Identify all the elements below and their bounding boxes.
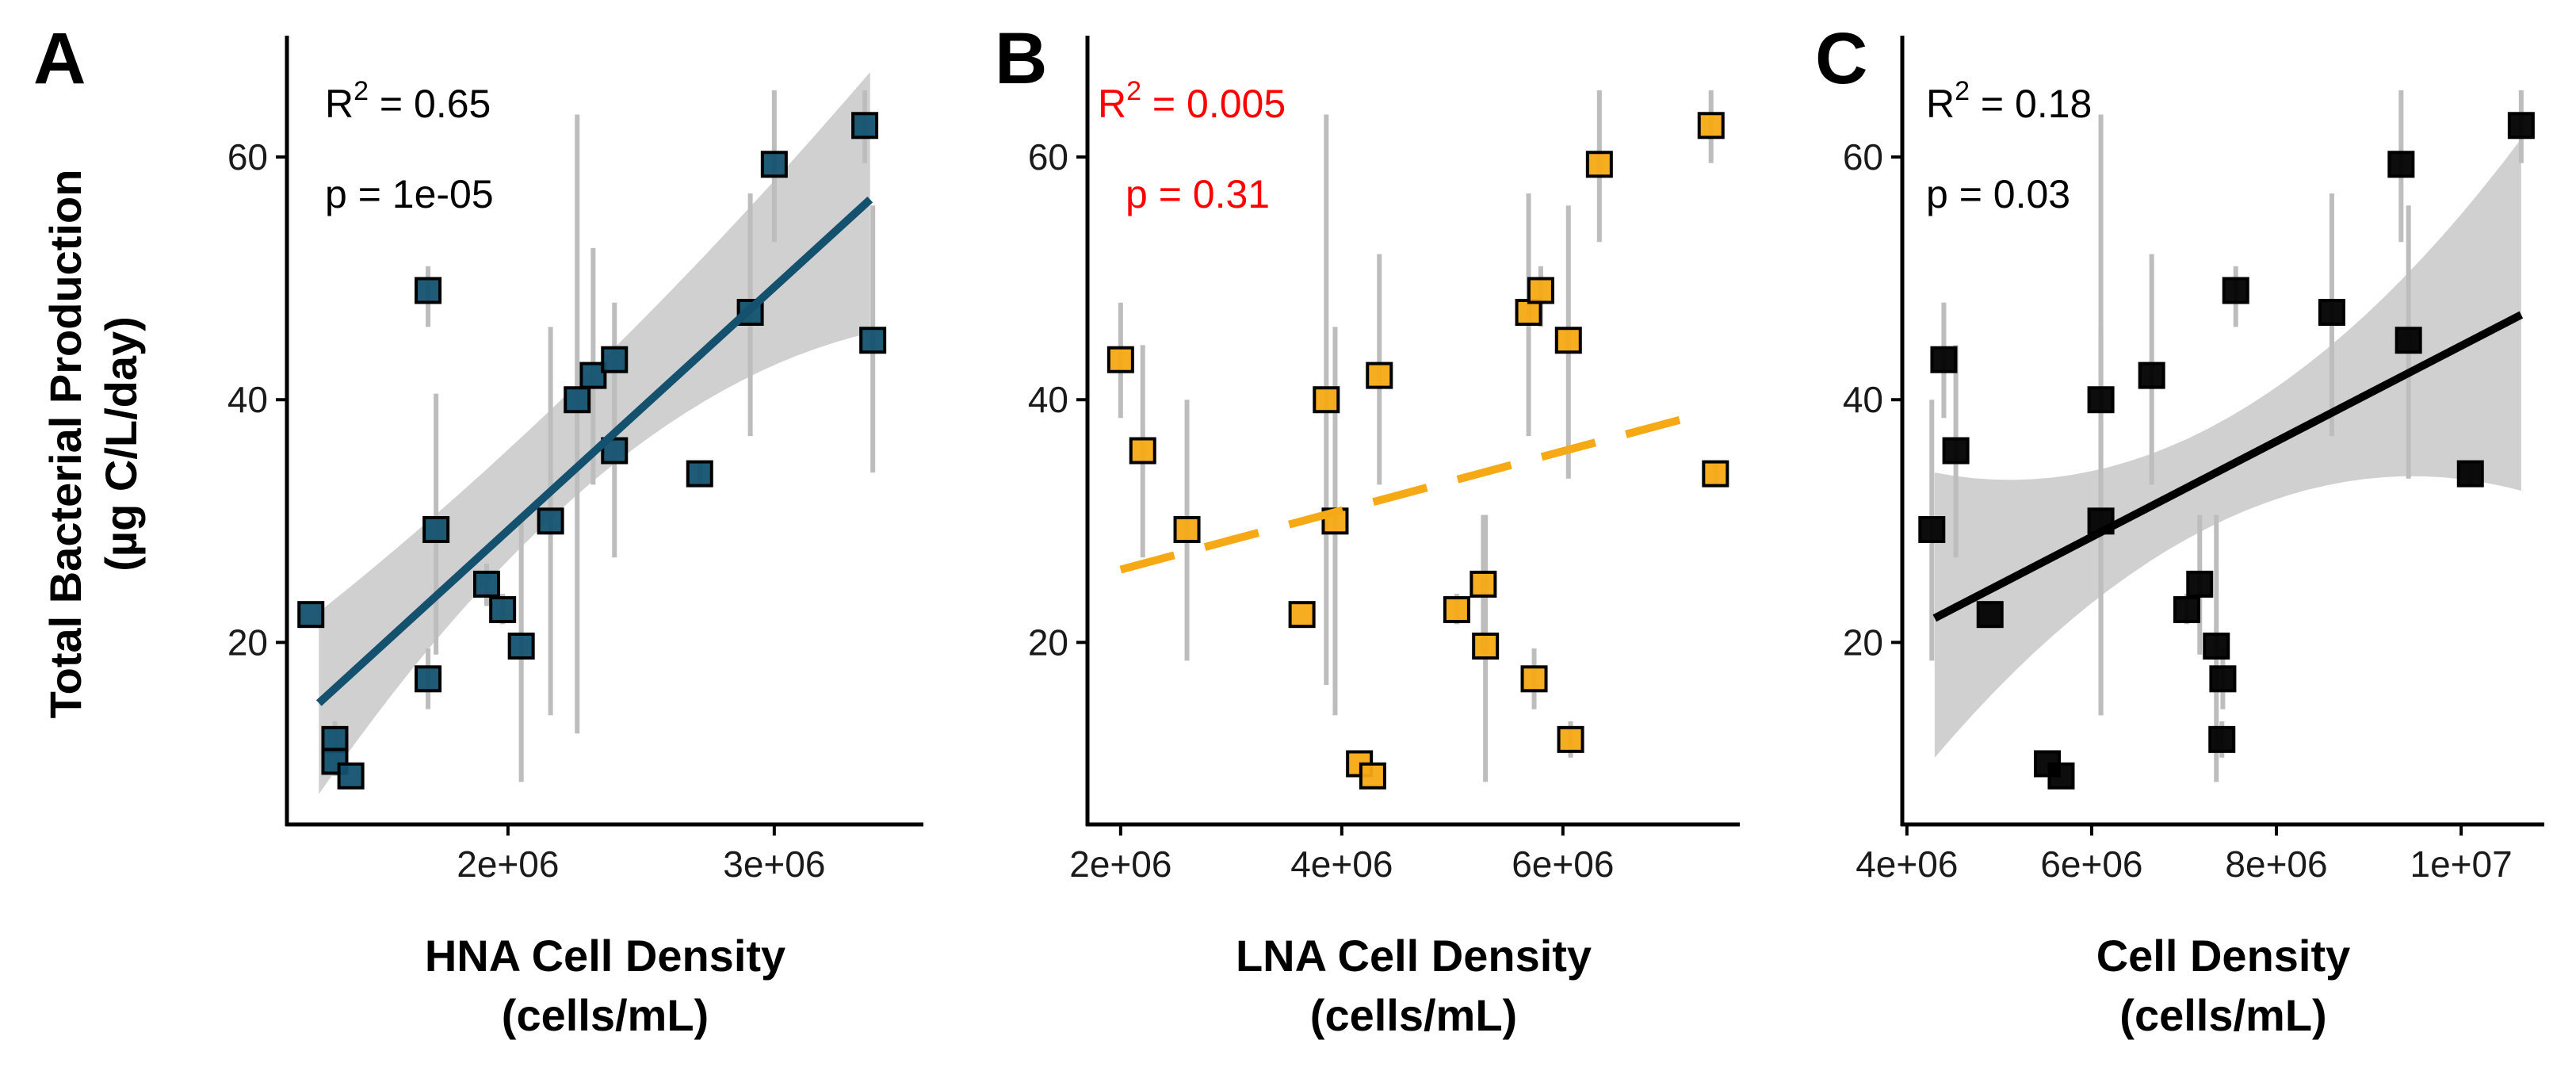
y-tick-label: 40 [1843,379,1883,420]
x-tick-label: 6e+06 [1512,843,1614,885]
data-point [2138,361,2165,389]
p-value-label: p = 0.03 [1926,172,2070,216]
data-point [1527,277,1554,304]
data-point [297,601,325,629]
data-point [1976,601,2004,629]
data-point [321,725,349,753]
x-axis-title-line2: (cells/mL) [502,990,709,1040]
x-axis-title-line1: LNA Cell Density [1236,931,1592,981]
data-point [337,762,365,790]
data-point [579,361,607,389]
data-point [564,386,591,414]
panel-label: A [33,18,86,99]
data-point [2047,762,2075,790]
y-axis-title-line2: (µg C/L/day) [96,316,146,572]
x-axis-title-line2: (cells/mL) [2119,990,2326,1040]
data-point [2209,665,2237,693]
data-point [851,112,879,140]
x-tick-label: 2e+06 [1069,843,1171,885]
panels: A 20 40 60 2e+06 3e+06 HNA Cell Density (cells/… [33,18,2544,1040]
x-tick-label: 3e+06 [723,843,825,885]
data-point [1106,346,1134,373]
data-point [2318,299,2345,327]
data-point [1942,437,1970,465]
regression-line [1119,407,1711,574]
data-point [415,277,442,304]
r-squared-label: R2 = 0.65 [325,76,491,126]
data-point [1515,299,1542,327]
regression-line [315,196,873,706]
regression-line [1932,311,2524,622]
y-tick-label: 40 [1028,379,1068,420]
data-point [489,596,517,624]
data-point [2087,386,2115,414]
data-point [2456,460,2484,488]
data-point [1173,516,1201,544]
data-point [2507,112,2535,140]
data-point [1472,632,1500,660]
data-point [1366,361,1393,389]
data-point [507,632,535,660]
data-point [1443,596,1470,624]
data-point [1129,437,1156,465]
data-point [1585,151,1613,178]
data-point [2394,327,2422,354]
p-value-label: p = 0.31 [1126,172,1270,216]
y-axis-title-line1: Total Bacterial Production [40,170,90,719]
data-point [537,507,564,535]
data-point [2173,596,2200,624]
x-tick-label: 2e+06 [457,843,559,885]
y-tick-label: 60 [1843,136,1883,178]
data-point [859,327,887,354]
r-squared-label: R2 = 0.005 [1098,76,1286,126]
data-point [760,151,788,178]
data-point [686,460,713,488]
x-tick-label: 6e+06 [2040,843,2142,885]
p-value-label: p = 1e-05 [325,172,494,216]
data-point [601,346,629,373]
y-tick-label: 40 [227,379,268,420]
x-axis-title-line1: HNA Cell Density [425,931,785,981]
panel-c: C 20 40 60 4e+06 6e+06 8e+06 1e+07 Cell Density (… [1815,18,2544,1040]
data-point [1557,725,1584,753]
x-axis-title-line1: Cell Density [2096,931,2351,981]
x-tick-label: 8e+06 [2225,843,2327,885]
data-point [1930,346,1958,373]
panel-b: B 20 40 60 2e+06 4e+06 6e+06 LNA Cell Density (c… [995,18,1740,1040]
data-point [1359,762,1386,790]
data-point [1313,386,1340,414]
r-squared-label: R2 = 0.18 [1926,76,2092,126]
panel-label: B [995,18,1047,99]
data-point [2222,277,2249,304]
x-tick-label: 1e+07 [2410,843,2513,885]
y-tick-label: 20 [227,621,268,663]
data-point [472,570,500,598]
data-point [1702,460,1729,488]
data-point [601,437,629,465]
panel-label: C [1815,18,1867,99]
y-tick-label: 60 [227,136,268,178]
data-point [1288,601,1316,629]
data-point [1520,665,1548,693]
data-point [2387,151,2415,178]
x-axis-title-line2: (cells/mL) [1310,990,1517,1040]
data-point [1470,570,1497,598]
data-point [2208,725,2236,753]
data-point [1554,327,1582,354]
data-point [415,665,442,693]
data-point [1697,112,1725,140]
x-tick-label: 4e+06 [1856,843,1958,885]
data-point [1918,516,1946,544]
y-tick-label: 60 [1028,136,1068,178]
data-point [2203,632,2230,660]
data-point [422,516,450,544]
data-point [2186,570,2214,598]
panel-a: A 20 40 60 2e+06 3e+06 HNA Cell Density (cells/… [33,18,923,1040]
x-tick-label: 4e+06 [1290,843,1393,885]
confidence-band [1934,139,2521,758]
y-tick-label: 20 [1028,621,1068,663]
y-tick-label: 20 [1843,621,1883,663]
